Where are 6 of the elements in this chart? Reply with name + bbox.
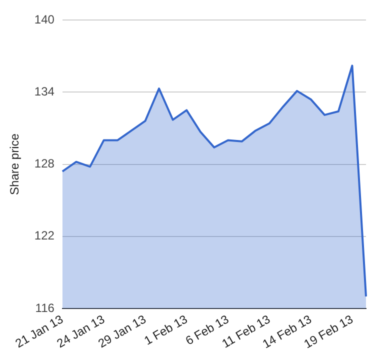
y-axis-title: Share price [8,133,22,195]
y-tick-label: 122 [34,228,55,243]
y-tick-label: 116 [35,300,55,315]
y-tick-label: 128 [34,156,55,171]
y-tick-label: 134 [34,84,55,98]
y-tick-label: 140 [34,12,55,26]
